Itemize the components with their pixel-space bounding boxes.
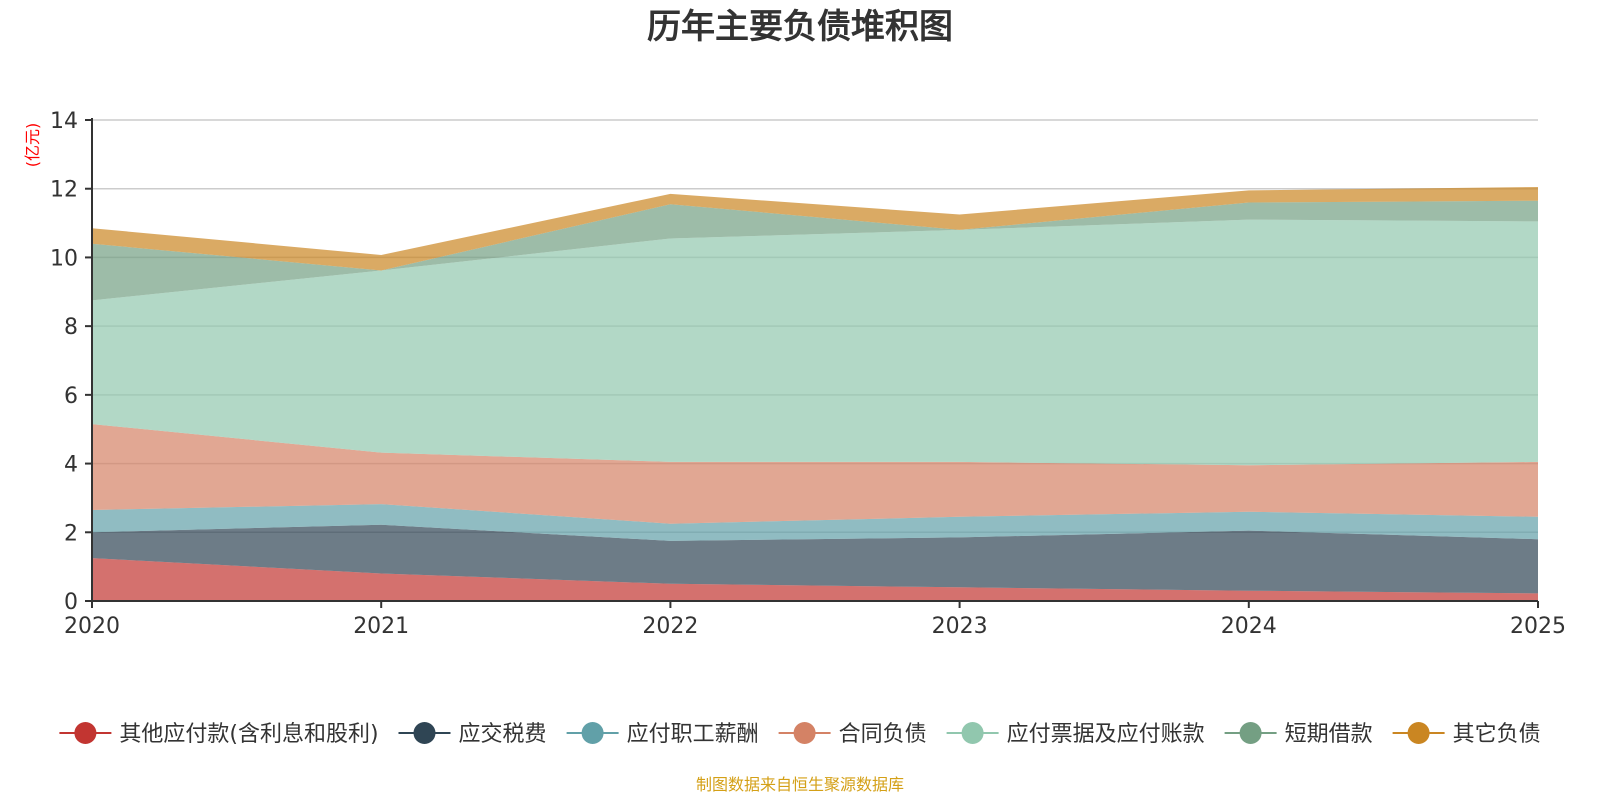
legend-label: 合同负债 xyxy=(839,722,927,747)
y-tick-label: 0 xyxy=(64,590,78,615)
legend-dot-icon xyxy=(581,722,604,744)
y-tick-label: 8 xyxy=(64,315,78,340)
y-tick-label: 2 xyxy=(64,521,78,546)
area-series-6 xyxy=(92,187,1538,271)
legend-item-6[interactable]: 其它负债 xyxy=(1392,722,1541,747)
legend-label: 其它负债 xyxy=(1453,722,1541,747)
legend-item-1[interactable]: 应交税费 xyxy=(398,722,547,747)
x-tick-label: 2021 xyxy=(353,614,409,639)
legend-item-0[interactable]: 其他应付款(含利息和股利) xyxy=(59,722,379,747)
legend-item-3[interactable]: 合同负债 xyxy=(778,722,927,747)
legend-dot-icon xyxy=(793,722,816,744)
y-axis-unit-label: (亿元) xyxy=(23,123,42,168)
area-series-3 xyxy=(92,424,1538,524)
x-tick-label: 2020 xyxy=(64,614,120,639)
legend-label: 其他应付款(含利息和股利) xyxy=(119,722,378,747)
y-tick-label: 14 xyxy=(50,109,78,134)
area-series-5 xyxy=(92,200,1538,301)
source-note: 制图数据来自恒生聚源数据库 xyxy=(696,775,904,794)
legend-dot-icon xyxy=(1407,722,1430,744)
area-series-2 xyxy=(92,504,1538,541)
legend-item-4[interactable]: 应付票据及应付账款 xyxy=(946,722,1205,747)
axes: 0 2 4 6 8 10 12 14 2020 2021 2022 2023 2024 2025 xyxy=(50,109,1566,639)
legend-label: 短期借款 xyxy=(1285,722,1373,747)
legend-item-5[interactable]: 短期借款 xyxy=(1224,722,1373,747)
x-tick-label: 2025 xyxy=(1510,614,1566,639)
area-series-0 xyxy=(92,558,1538,601)
y-tick-label: 4 xyxy=(64,453,78,478)
legend-label: 应付职工薪酬 xyxy=(627,722,759,747)
area-series-4 xyxy=(92,219,1538,466)
legend-item-2[interactable]: 应付职工薪酬 xyxy=(566,722,759,747)
legend-dot-icon xyxy=(74,722,97,744)
legend-label: 应付票据及应付账款 xyxy=(1007,722,1205,747)
y-tick-label: 12 xyxy=(50,178,78,203)
y-tick-label: 6 xyxy=(64,384,78,409)
legend: 其他应付款(含利息和股利) 应交税费 应付职工薪酬 合同负债 应付票据及应付账款 短期借款… xyxy=(59,722,1541,747)
legend-dot-icon xyxy=(961,722,984,744)
legend-label: 应交税费 xyxy=(459,722,547,747)
x-tick-label: 2024 xyxy=(1221,614,1277,639)
x-tick-label: 2022 xyxy=(642,614,698,639)
x-tick-label: 2023 xyxy=(932,614,988,639)
legend-dot-icon xyxy=(1239,722,1262,744)
chart-title: 历年主要负债堆积图 xyxy=(647,7,953,47)
y-tick-label: 10 xyxy=(50,246,78,271)
legend-dot-icon xyxy=(413,722,436,744)
stacked-areas xyxy=(92,187,1538,601)
area-series-1 xyxy=(92,524,1538,594)
